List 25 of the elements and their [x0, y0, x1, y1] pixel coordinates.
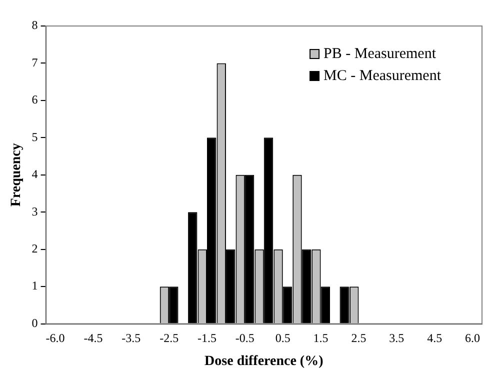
x-tick-label: -3.5 — [122, 331, 141, 346]
x-tick-label: 1.5 — [313, 331, 328, 346]
y-tick-label: 1 — [32, 278, 38, 293]
x-tick-label: -6.0 — [46, 331, 65, 346]
y-tick-label: 2 — [32, 242, 38, 256]
x-tick-label: 0.5 — [275, 331, 290, 346]
x-tick-label: 4.5 — [427, 331, 442, 346]
y-tick-label: 7 — [32, 55, 38, 70]
x-axis-title: Dose difference (%) — [204, 354, 324, 370]
y-tick-label: 3 — [32, 204, 38, 218]
y-tick-label: 4 — [32, 167, 38, 182]
x-tick-label: -0.5 — [235, 331, 254, 346]
y-tick-label: 6 — [32, 92, 38, 107]
x-tick-label: -4.5 — [84, 331, 103, 346]
x-tick-label: 2.5 — [351, 331, 366, 346]
x-tick-label: -1.5 — [198, 331, 217, 346]
y-tick-label: 5 — [32, 130, 38, 144]
y-tick-label: 0 — [32, 316, 38, 330]
x-tick-label: -2.5 — [160, 331, 179, 346]
x-tick-label: 6.0 — [465, 331, 480, 346]
legend-label: PB - Measurement — [324, 46, 437, 62]
y-tick-label: 8 — [32, 18, 38, 32]
x-tick-label: 3.5 — [389, 331, 404, 346]
legend-label: MC - Measurement — [324, 68, 442, 84]
y-axis-title: Frequency — [9, 143, 24, 207]
